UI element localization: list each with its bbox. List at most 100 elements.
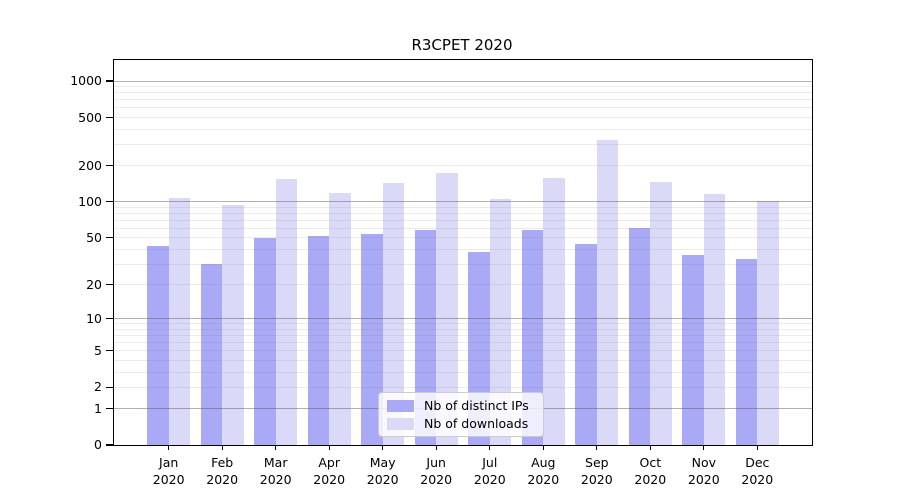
y-tick-label: 500 [78, 109, 102, 125]
x-tick-mark [703, 445, 705, 450]
bar-nb-of-downloads-feb [222, 205, 244, 445]
x-tick-year: 2020 [152, 471, 185, 487]
y-tick-mark [106, 201, 113, 203]
y-tick-mark [106, 318, 113, 320]
y-tick-label: 20 [86, 276, 102, 292]
x-tick-month: Mar [263, 455, 288, 470]
x-tick-year: 2020 [206, 471, 239, 487]
bar-nb-of-distinct-ips-dec [735, 259, 758, 445]
bar-nb-of-downloads-sep [596, 139, 619, 445]
x-tick-month: Feb [211, 455, 234, 470]
x-tick-month: Jan [159, 455, 179, 470]
x-tick-label: Aug 2020 [513, 455, 573, 488]
x-tick-month: Sep [585, 455, 609, 470]
bar-nb-of-downloads-may [382, 183, 405, 445]
x-tick-mark [756, 445, 758, 450]
x-tick-label: Apr 2020 [299, 455, 359, 488]
x-tick-year: 2020 [313, 471, 346, 487]
legend-swatch-nb-of-downloads [387, 417, 414, 430]
x-tick-month: Jul [482, 455, 498, 470]
bar-nb-of-downloads-dec [757, 200, 779, 445]
x-tick-month: Jun [426, 455, 446, 470]
bar-nb-of-downloads-jan [168, 197, 191, 445]
legend-row: Nb of distinct IPs [387, 398, 535, 413]
x-tick-month: Dec [745, 455, 770, 470]
x-tick-mark [649, 445, 651, 450]
x-tick-label: Mar 2020 [246, 455, 306, 488]
x-tick-year: 2020 [420, 471, 453, 487]
y-tick-mark [106, 284, 113, 286]
y-tick-label: 2 [94, 379, 102, 395]
minor-gridline [114, 92, 812, 94]
x-tick-year: 2020 [473, 471, 506, 487]
x-tick-mark [168, 445, 170, 450]
x-tick-mark [596, 445, 598, 450]
minor-gridline [114, 143, 812, 145]
bar-nb-of-downloads-nov [703, 193, 726, 445]
x-tick-year: 2020 [527, 471, 560, 487]
y-tick-mark [106, 386, 113, 388]
legend: Nb of distinct IPs Nb of downloads [378, 392, 544, 437]
minor-gridline [114, 107, 812, 109]
bar-nb-of-distinct-ips-feb [200, 264, 223, 445]
y-tick-label: 5 [94, 342, 102, 358]
x-tick-year: 2020 [259, 471, 292, 487]
x-tick-month: May [369, 455, 396, 470]
bar-nb-of-downloads-mar [275, 178, 298, 445]
x-tick-label: Dec 2020 [727, 455, 787, 488]
y-tick-label: 0 [94, 437, 102, 452]
x-tick-mark [489, 445, 491, 450]
minor-gridline [114, 128, 812, 130]
bar-nb-of-distinct-ips-sep [575, 244, 597, 445]
legend-row: Nb of downloads [387, 416, 535, 431]
y-tick-label: 200 [78, 157, 102, 173]
bar-nb-of-distinct-ips-mar [254, 237, 276, 445]
x-tick-year: 2020 [580, 471, 613, 487]
x-tick-label: Feb 2020 [192, 455, 252, 488]
x-tick-label: Oct 2020 [620, 455, 680, 488]
y-tick-mark [106, 116, 113, 119]
bar-nb-of-downloads-apr [329, 192, 351, 445]
x-tick-month: Aug [531, 455, 556, 470]
x-tick-label: Jan 2020 [139, 455, 199, 488]
bar-nb-of-distinct-ips-jan [147, 245, 169, 445]
x-tick-mark [382, 445, 384, 450]
legend-label: Nb of downloads [424, 416, 529, 431]
x-tick-month: Nov [691, 455, 716, 470]
y-tick-mark [106, 237, 113, 239]
x-tick-mark [275, 445, 277, 450]
y-tick-mark [106, 444, 113, 446]
bar-nb-of-distinct-ips-may [361, 233, 383, 445]
bar-nb-of-distinct-ips-nov [682, 254, 704, 445]
x-tick-label: Sep 2020 [567, 455, 627, 488]
y-tick-label: 1000 [70, 73, 102, 88]
bar-nb-of-downloads-jul [489, 198, 512, 445]
bar-nb-of-distinct-ips-apr [307, 235, 330, 445]
chart-title: R3CPET 2020 [411, 36, 513, 54]
x-tick-year: 2020 [634, 471, 667, 487]
bar-nb-of-downloads-aug [543, 178, 565, 445]
bar-nb-of-distinct-ips-oct [628, 228, 651, 445]
y-tick-mark [106, 80, 113, 82]
y-tick-mark [106, 165, 113, 167]
x-tick-year: 2020 [366, 471, 399, 487]
y-tick-label: 100 [78, 193, 102, 209]
x-tick-year: 2020 [687, 471, 720, 487]
x-tick-mark [328, 445, 330, 450]
x-tick-mark [221, 445, 223, 450]
x-tick-label: May 2020 [353, 455, 413, 488]
legend-label: Nb of distinct IPs [424, 398, 529, 413]
x-tick-label: Jul 2020 [460, 455, 520, 488]
y-tick-label: 1 [94, 400, 102, 416]
plot-area: 0 1 2 5 10 20 50 100 200 500 1000 Jan 2020 Feb 2020 Ma… [70, 59, 813, 487]
x-tick-mark [435, 445, 437, 450]
minor-gridline [114, 86, 812, 87]
bar-nb-of-downloads-jun [436, 172, 458, 445]
minor-gridline [114, 99, 812, 101]
legend-swatch-nb-of-distinct-ips [387, 399, 414, 412]
x-tick-label: Jun 2020 [406, 455, 466, 488]
bar-nb-of-downloads-oct [650, 182, 672, 445]
major-gridline [114, 80, 812, 82]
y-tick-label: 50 [86, 229, 102, 245]
